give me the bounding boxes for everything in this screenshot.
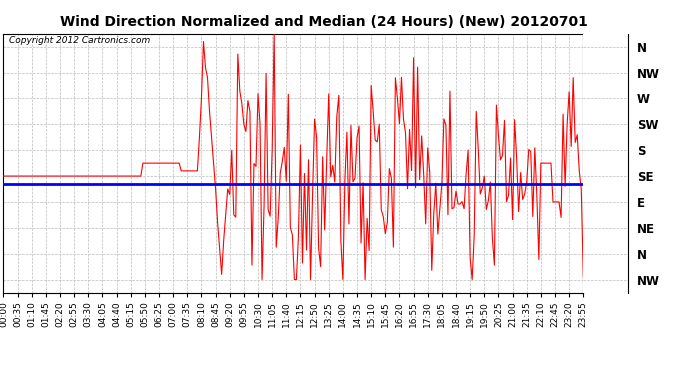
Text: Copyright 2012 Cartronics.com: Copyright 2012 Cartronics.com [9,36,150,45]
Text: Wind Direction Normalized and Median (24 Hours) (New) 20120701: Wind Direction Normalized and Median (24… [60,15,589,29]
